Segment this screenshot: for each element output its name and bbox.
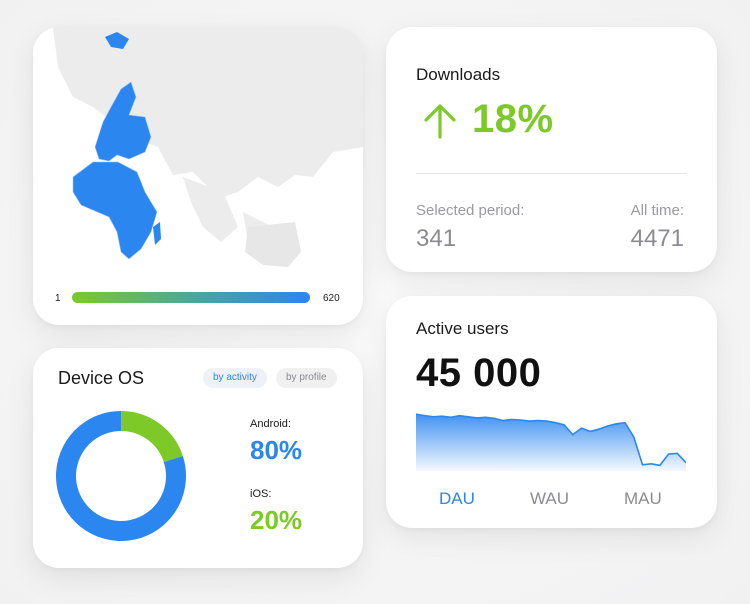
madagascar-region: [153, 222, 161, 245]
donut-slice-ios: [56, 411, 186, 541]
filter-by-activity[interactable]: by activity: [203, 368, 267, 388]
europe-region: [94, 81, 152, 162]
india-landmass: [183, 177, 238, 242]
android-value: 80%: [250, 435, 303, 465]
world-map: [53, 27, 363, 267]
os-donut-chart: [56, 411, 186, 541]
active-users-value: 45 000: [416, 351, 542, 395]
ios-label: iOS:: [250, 488, 272, 500]
legend-gradient-bar: [72, 292, 310, 303]
africa-region: [72, 161, 158, 260]
downloads-card: Downloads 18% Selected period: 341 All t…: [386, 27, 717, 272]
all-time-value: 4471: [630, 225, 684, 252]
active-users-area-chart: [416, 413, 686, 471]
asia-landmass: [53, 27, 363, 197]
tab-wau[interactable]: WAU: [530, 489, 570, 508]
tab-dau[interactable]: DAU: [439, 489, 475, 508]
legend-min-value: 1: [55, 293, 61, 304]
arrow-up-icon: [424, 104, 456, 139]
tab-mau[interactable]: MAU: [624, 489, 662, 508]
arctic-islands: [105, 32, 129, 49]
device-os-title: Device OS: [58, 368, 145, 388]
android-label: Android:: [250, 418, 291, 430]
australia-landmass: [245, 222, 301, 267]
downloads-change: 18%: [472, 97, 554, 141]
selected-period-value: 341: [416, 225, 457, 252]
selected-period-label: Selected period:: [416, 202, 525, 219]
active-users-card: Active users 45 000 DAU WAU MAU: [386, 296, 717, 528]
legend-max-value: 620: [323, 293, 340, 304]
area-fill: [416, 414, 686, 471]
all-time-label: All time:: [630, 202, 684, 219]
area-line: [416, 413, 686, 467]
downloads-title: Downloads: [416, 65, 501, 84]
divider: [416, 173, 687, 174]
device-os-card: Device OS by activity by profile Android…: [33, 348, 363, 568]
map-card: 1 620: [33, 27, 363, 325]
filter-by-profile[interactable]: by profile: [276, 368, 337, 388]
active-users-title: Active users: [416, 319, 509, 338]
ios-value: 20%: [250, 505, 303, 535]
